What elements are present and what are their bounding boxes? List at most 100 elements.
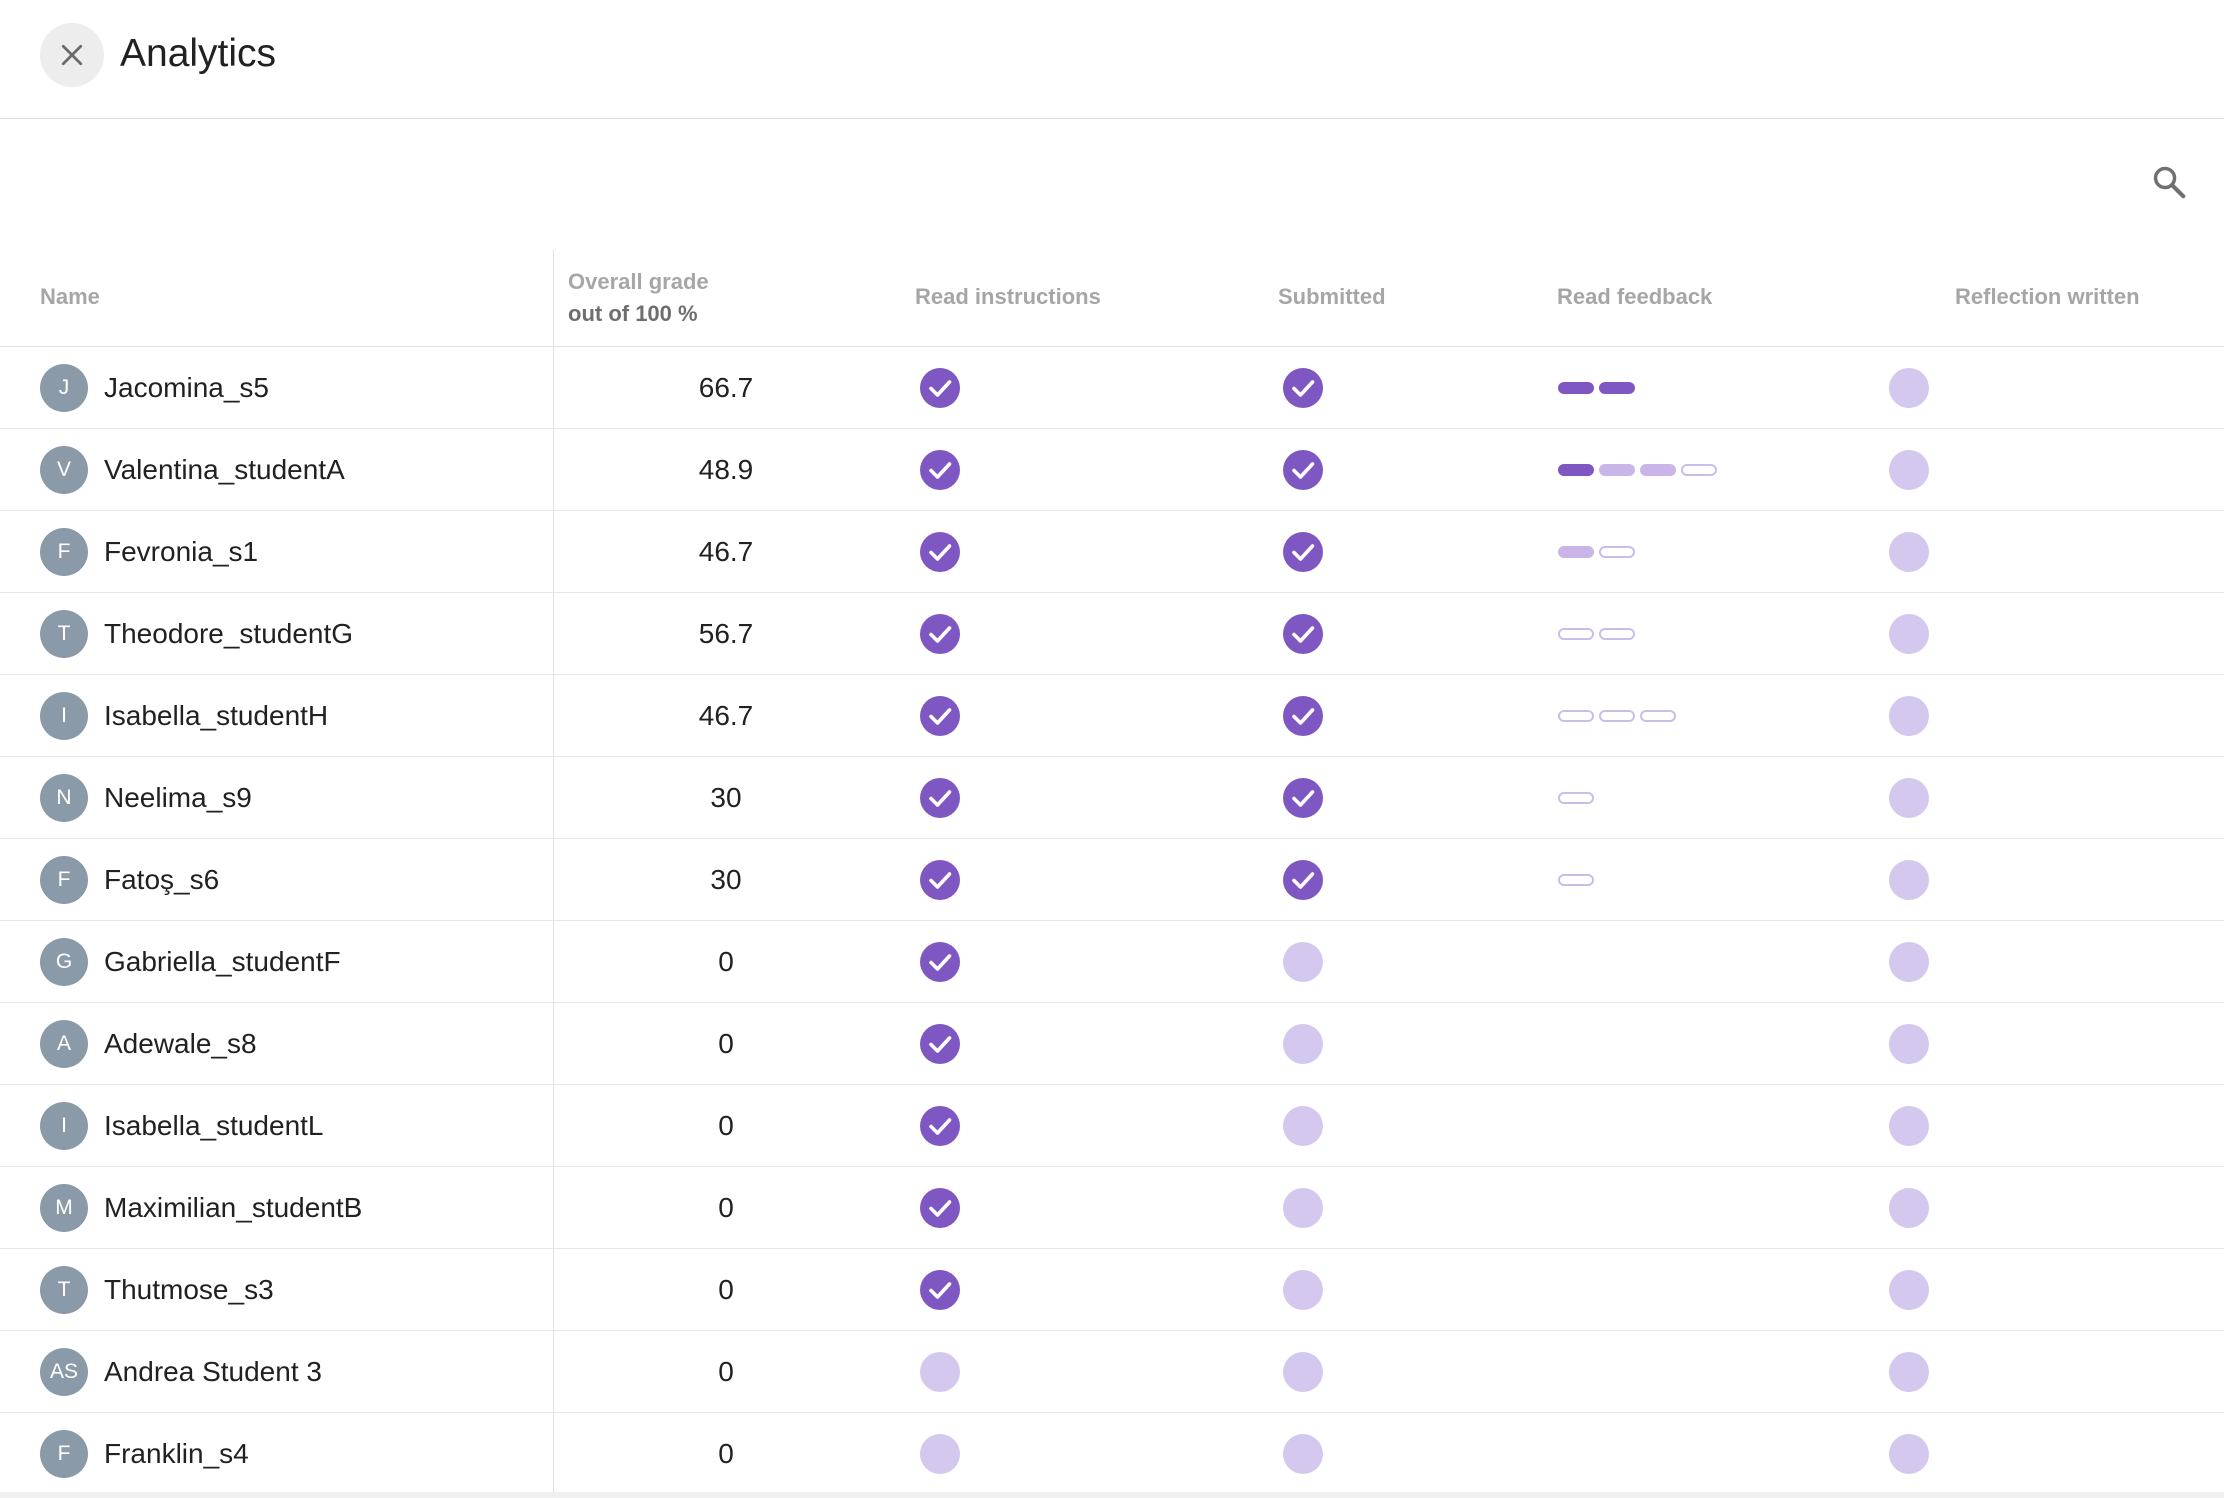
- feedback-pill-empty: [1558, 874, 1594, 886]
- submitted-pending-icon: [1283, 942, 1323, 982]
- read-instructions-check-icon: [920, 696, 960, 736]
- read-feedback-indicator: [1558, 628, 1635, 640]
- table-row[interactable]: AS Andrea Student 3 0: [0, 1331, 2224, 1413]
- read-feedback-indicator: [1558, 874, 1594, 886]
- feedback-pill-partial: [1558, 546, 1594, 558]
- feedback-pill-empty: [1640, 710, 1676, 722]
- read-instructions-check-icon: [920, 1106, 960, 1146]
- read-instructions-check-icon: [920, 860, 960, 900]
- student-name: Jacomina_s5: [104, 372, 269, 403]
- overall-grade: 30: [710, 782, 742, 813]
- submitted-check-icon: [1283, 778, 1323, 818]
- column-header-read-feedback[interactable]: Read feedback: [1557, 284, 1713, 309]
- table-row[interactable]: T Theodore_studentG 56.7: [0, 593, 2224, 675]
- submitted-pending-icon: [1283, 1024, 1323, 1064]
- submitted-pending-icon: [1283, 1106, 1323, 1146]
- horizontal-scrollbar[interactable]: [0, 1492, 2224, 1498]
- feedback-pill-partial: [1599, 464, 1635, 476]
- column-header-grade[interactable]: Overall grade out of 100 %: [568, 266, 709, 330]
- read-feedback-indicator: [1558, 382, 1635, 394]
- table-body: J Jacomina_s5 66.7 V Valentina_studentA 48.9 F…: [0, 347, 2224, 1495]
- column-header-grade-label: Overall grade: [568, 269, 709, 294]
- feedback-pill-empty: [1599, 628, 1635, 640]
- table-row[interactable]: J Jacomina_s5 66.7: [0, 347, 2224, 429]
- table-row[interactable]: F Fatoş_s6 30: [0, 839, 2224, 921]
- table-row[interactable]: G Gabriella_studentF 0: [0, 921, 2224, 1003]
- table-row[interactable]: M Maximilian_studentB 0: [0, 1167, 2224, 1249]
- page-title: Analytics: [120, 32, 277, 75]
- table-row[interactable]: I Isabella_studentH 46.7: [0, 675, 2224, 757]
- column-header-reflection-written[interactable]: Reflection written: [1955, 284, 2140, 309]
- reflection-written-pending-icon: [1889, 368, 1929, 408]
- overall-grade: 56.7: [698, 618, 754, 649]
- submitted-pending-icon: [1283, 1270, 1323, 1310]
- student-name: Neelima_s9: [104, 782, 252, 813]
- student-name: Isabella_studentL: [104, 1110, 324, 1141]
- search-button[interactable]: [2145, 158, 2193, 206]
- table-row[interactable]: A Adewale_s8 0: [0, 1003, 2224, 1085]
- table-row[interactable]: N Neelima_s9 30: [0, 757, 2224, 839]
- avatar: T: [40, 1266, 88, 1314]
- reflection-written-pending-icon: [1889, 1024, 1929, 1064]
- feedback-pill-empty: [1599, 710, 1635, 722]
- overall-grade: 0: [718, 1356, 734, 1387]
- avatar: AS: [40, 1348, 88, 1396]
- feedback-pill-full: [1558, 464, 1594, 476]
- reflection-written-pending-icon: [1889, 1270, 1929, 1310]
- overall-grade: 0: [718, 946, 734, 977]
- read-instructions-pending-icon: [920, 1352, 960, 1392]
- table-row[interactable]: I Isabella_studentL 0: [0, 1085, 2224, 1167]
- avatar: I: [40, 692, 88, 740]
- student-name: Isabella_studentH: [104, 700, 329, 731]
- read-instructions-check-icon: [920, 1024, 960, 1064]
- feedback-pill-empty: [1558, 710, 1594, 722]
- submitted-pending-icon: [1283, 1434, 1323, 1474]
- overall-grade: 0: [718, 1274, 734, 1305]
- read-instructions-check-icon: [920, 1270, 960, 1310]
- reflection-written-pending-icon: [1889, 1188, 1929, 1228]
- reflection-written-pending-icon: [1889, 532, 1929, 572]
- table-header: Name Overall grade out of 100 % Read ins…: [0, 250, 2224, 347]
- column-header-submitted[interactable]: Submitted: [1278, 284, 1386, 309]
- submitted-check-icon: [1283, 614, 1323, 654]
- reflection-written-pending-icon: [1889, 696, 1929, 736]
- student-name: Fatoş_s6: [104, 864, 220, 895]
- column-header-name[interactable]: Name: [40, 284, 100, 309]
- submitted-check-icon: [1283, 450, 1323, 490]
- app-header: Analytics: [0, 0, 2224, 119]
- reflection-written-pending-icon: [1889, 860, 1929, 900]
- feedback-pill-empty: [1558, 628, 1594, 640]
- overall-grade: 66.7: [698, 372, 754, 403]
- reflection-written-pending-icon: [1889, 1352, 1929, 1392]
- table-row[interactable]: T Thutmose_s3 0: [0, 1249, 2224, 1331]
- close-button[interactable]: [40, 23, 104, 87]
- read-instructions-check-icon: [920, 532, 960, 572]
- student-name: Franklin_s4: [104, 1438, 249, 1469]
- read-instructions-check-icon: [920, 368, 960, 408]
- feedback-pill-partial: [1640, 464, 1676, 476]
- avatar: A: [40, 1020, 88, 1068]
- student-name: Andrea Student 3: [104, 1356, 322, 1387]
- submitted-check-icon: [1283, 368, 1323, 408]
- submitted-check-icon: [1283, 696, 1323, 736]
- table-row[interactable]: V Valentina_studentA 48.9: [0, 429, 2224, 511]
- reflection-written-pending-icon: [1889, 450, 1929, 490]
- feedback-pill-full: [1558, 382, 1594, 394]
- avatar: J: [40, 364, 88, 412]
- student-name: Valentina_studentA: [104, 454, 345, 485]
- read-instructions-check-icon: [920, 450, 960, 490]
- submitted-check-icon: [1283, 860, 1323, 900]
- table-row[interactable]: F Fevronia_s1 46.7: [0, 511, 2224, 593]
- avatar: G: [40, 938, 88, 986]
- read-instructions-pending-icon: [920, 1434, 960, 1474]
- column-divider: [553, 250, 554, 1498]
- read-instructions-check-icon: [920, 942, 960, 982]
- column-header-read-instructions[interactable]: Read instructions: [915, 284, 1101, 309]
- read-feedback-indicator: [1558, 792, 1594, 804]
- avatar: T: [40, 610, 88, 658]
- table-row[interactable]: F Franklin_s4 0: [0, 1413, 2224, 1495]
- avatar: N: [40, 774, 88, 822]
- student-name: Thutmose_s3: [104, 1274, 274, 1305]
- feedback-pill-empty: [1681, 464, 1717, 476]
- student-name: Theodore_studentG: [104, 618, 354, 649]
